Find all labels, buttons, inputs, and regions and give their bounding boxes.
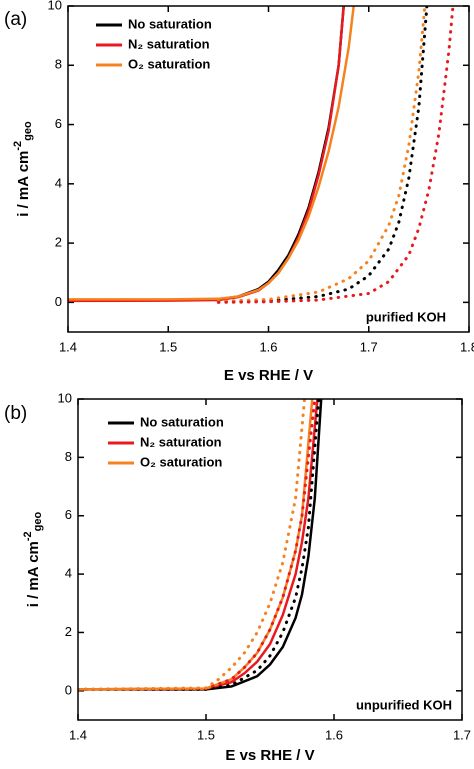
legend-label: N₂ saturation bbox=[128, 36, 210, 51]
y-tick-label: 6 bbox=[55, 116, 62, 131]
y-tick-label: 0 bbox=[55, 294, 62, 309]
x-tick-label: 1.7 bbox=[360, 339, 378, 354]
annotation: unpurified KOH bbox=[356, 697, 452, 712]
line bbox=[78, 399, 323, 691]
y-label-sup: -2 bbox=[12, 141, 24, 151]
y-tick-label: 10 bbox=[48, 0, 62, 12]
y-axis-label: i / mA cm-2geo bbox=[12, 121, 34, 217]
y-tick-label: 4 bbox=[55, 175, 62, 190]
x-tick-label: 1.5 bbox=[197, 727, 215, 742]
plot-frame bbox=[77, 398, 463, 721]
y-label-sub: geo bbox=[32, 511, 44, 531]
y-tick-label: 2 bbox=[65, 624, 72, 639]
x-tick-label: 1.4 bbox=[69, 727, 87, 742]
legend-label: N₂ saturation bbox=[140, 434, 222, 449]
y-tick-label: 6 bbox=[65, 507, 72, 522]
dotted-line bbox=[216, 6, 427, 303]
y-label-sup: -2 bbox=[22, 531, 34, 541]
y-label-main: i / mA cm bbox=[25, 541, 42, 607]
line bbox=[68, 6, 355, 301]
x-axis-label: E vs RHE / V bbox=[224, 367, 313, 384]
y-axis-label: i / mA cm-2geo bbox=[22, 511, 44, 607]
legend-label: O₂ saturation bbox=[128, 56, 210, 71]
y-label-main: i / mA cm bbox=[15, 151, 32, 217]
legend-label: O₂ saturation bbox=[140, 454, 222, 469]
y-tick-label: 10 bbox=[58, 390, 72, 405]
dotted-line bbox=[216, 6, 455, 304]
y-tick-label: 2 bbox=[55, 235, 62, 250]
x-tick-label: 1.6 bbox=[259, 339, 277, 354]
x-tick-label: 1.5 bbox=[159, 339, 177, 354]
y-tick-label: 0 bbox=[65, 682, 72, 697]
panel-label: (b) bbox=[4, 403, 27, 424]
legend-label: No saturation bbox=[140, 414, 224, 429]
x-tick-label: 1.6 bbox=[325, 727, 343, 742]
y-tick-label: 8 bbox=[65, 449, 72, 464]
line bbox=[78, 399, 319, 691]
annotation: purified KOH bbox=[366, 309, 446, 324]
panel-label: (a) bbox=[4, 9, 27, 30]
dotted-line bbox=[78, 399, 321, 691]
y-tick-label: 8 bbox=[55, 57, 62, 72]
panel: 0 2 4 6 8 10 1.4 1.5 1.6 1.7 1.8 No saturation N₂ sa… bbox=[4, 0, 474, 384]
x-tick-label: 1.4 bbox=[59, 339, 77, 354]
x-tick-label: 1.7 bbox=[453, 727, 471, 742]
y-label-sub: geo bbox=[22, 121, 34, 141]
dotted-line bbox=[216, 6, 429, 304]
x-axis-label: E vs RHE / V bbox=[225, 747, 314, 764]
dotted-line bbox=[78, 399, 307, 691]
panel: 0 2 4 6 8 10 1.4 1.5 1.6 1.7 No saturation N₂ satur… bbox=[4, 390, 471, 764]
dotted-line bbox=[78, 399, 317, 691]
x-tick-label: 1.8 bbox=[460, 339, 474, 354]
plot-frame bbox=[67, 5, 470, 333]
legend-label: No saturation bbox=[128, 16, 212, 31]
y-tick-label: 4 bbox=[65, 566, 72, 581]
